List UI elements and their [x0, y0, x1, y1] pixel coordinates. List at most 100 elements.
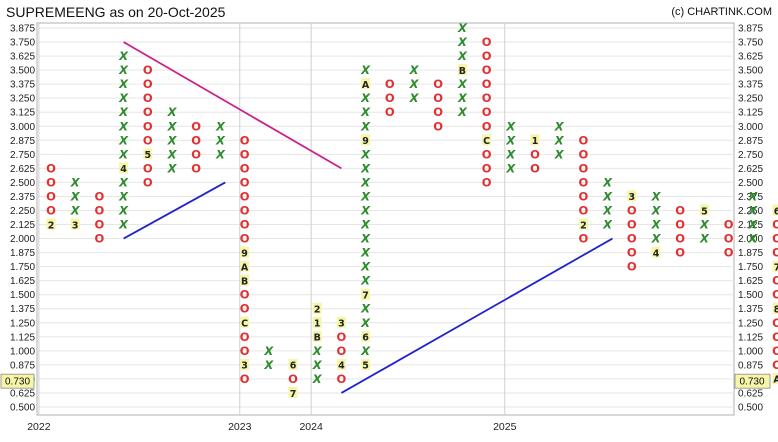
o-box: O [627, 218, 637, 232]
x-box: X [457, 91, 468, 105]
o-box: O [46, 189, 56, 203]
o-box: O [240, 203, 250, 217]
y-tick-label-right: 2.375 [738, 192, 763, 203]
y-tick-label-left: 1.375 [10, 304, 35, 315]
x-box: X [312, 372, 323, 386]
y-tick-label-left: 2.750 [10, 150, 35, 161]
month-marker: 7 [362, 291, 369, 302]
o-box: O [337, 372, 347, 386]
o-box: O [46, 161, 56, 175]
y-tick-label-right: 1.125 [738, 332, 763, 343]
x-box: X [167, 133, 178, 147]
o-box: O [433, 91, 443, 105]
y-tick-label-right: 1.625 [738, 276, 763, 287]
o-box: O [337, 330, 347, 344]
x-box: X [70, 189, 81, 203]
x-box: X [651, 203, 662, 217]
month-marker-bg [70, 218, 80, 230]
y-tick-label-right: 2.875 [738, 136, 763, 147]
x-box: X [360, 119, 371, 133]
o-box: O [772, 330, 778, 344]
month-marker-bg [772, 302, 778, 314]
y-tick-label-right: 2.750 [738, 150, 763, 161]
o-box: O [482, 77, 492, 91]
y-tick-label-left: 2.625 [10, 164, 35, 175]
o-box: O [240, 344, 250, 358]
o-box: O [482, 49, 492, 63]
month-marker-bg [119, 162, 129, 174]
o-box: O [724, 232, 734, 246]
o-box: O [772, 358, 778, 372]
x-box: X [651, 189, 662, 203]
x-box: X [699, 218, 710, 232]
y-tick-label-right: 2.500 [738, 178, 763, 189]
month-marker-bg [240, 358, 250, 370]
x-box: X [263, 344, 274, 358]
x-box: X [70, 203, 81, 217]
month-marker-bg [361, 288, 371, 300]
month-marker-bg [312, 330, 322, 342]
y-tick-label-right: 3.125 [738, 108, 763, 119]
month-marker-bg [457, 64, 467, 76]
o-box: O [579, 203, 589, 217]
y-tick-label-right: 0.500 [738, 403, 763, 414]
y-tick-label-left: 2.500 [10, 178, 35, 189]
o-box: O [579, 161, 589, 175]
month-marker-bg [361, 358, 371, 370]
y-tick-label-left: 1.875 [10, 248, 35, 259]
x-box: X [747, 232, 758, 246]
y-tick-label-left: 3.125 [10, 108, 35, 119]
x-box: X [360, 274, 371, 288]
x-box: X [118, 91, 129, 105]
month-marker-bg [312, 302, 322, 314]
x-box: X [312, 344, 323, 358]
x-box: X [263, 358, 274, 372]
month-marker: 4 [120, 164, 127, 175]
month-marker-bg [699, 204, 709, 216]
x-box: X [747, 189, 758, 203]
o-box: O [95, 232, 105, 246]
o-box: O [191, 147, 201, 161]
o-box: O [482, 105, 492, 119]
month-marker-bg [240, 260, 250, 272]
y-tick-label-right: 3.500 [738, 66, 763, 77]
month-marker: 3 [338, 319, 345, 330]
month-marker: B [241, 276, 248, 287]
o-box: O [579, 133, 589, 147]
o-box: O [675, 232, 685, 246]
month-marker-bg [312, 316, 322, 328]
month-marker-bg [361, 330, 371, 342]
o-box: O [240, 189, 250, 203]
y-tick-label-right: 3.625 [738, 52, 763, 63]
o-box: O [143, 77, 153, 91]
y-tick-label-right: 3.000 [738, 122, 763, 133]
x-box: X [215, 133, 226, 147]
o-box: O [482, 175, 492, 189]
o-box: O [385, 91, 395, 105]
x-box: X [505, 133, 516, 147]
y-tick-label-left: 0.875 [10, 360, 35, 371]
o-box: O [675, 203, 685, 217]
o-box: O [772, 316, 778, 330]
month-marker: 5 [362, 361, 369, 372]
y-tick-label-right: 0.625 [738, 388, 763, 399]
month-marker-bg [627, 190, 637, 202]
o-box: O [143, 105, 153, 119]
y-tick-label-right: 1.375 [738, 304, 763, 315]
x-box: X [118, 105, 129, 119]
y-tick-label-left: 3.375 [10, 80, 35, 91]
o-box: O [772, 232, 778, 246]
o-box: O [46, 175, 56, 189]
o-box: O [579, 147, 589, 161]
o-box: O [240, 161, 250, 175]
o-box: O [240, 218, 250, 232]
x-box: X [457, 21, 468, 35]
x-box: X [457, 77, 468, 91]
o-box: O [95, 203, 105, 217]
month-marker-bg [361, 78, 371, 90]
x-tick-label: 2025 [493, 421, 517, 433]
x-box: X [602, 189, 613, 203]
x-box: X [167, 147, 178, 161]
x-box: X [360, 189, 371, 203]
month-marker: 3 [241, 361, 248, 372]
